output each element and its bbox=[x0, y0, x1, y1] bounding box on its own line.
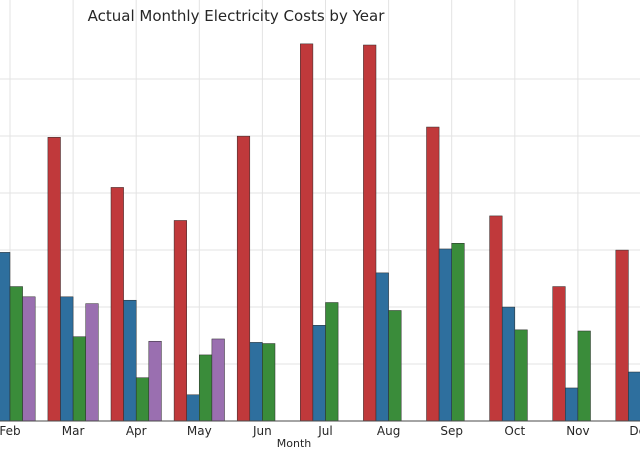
bar-may-s4 bbox=[211, 338, 225, 422]
x-tick-jun: Jun bbox=[252, 424, 272, 438]
bar-may-s3 bbox=[199, 354, 213, 422]
bar-nov-s2 bbox=[565, 387, 579, 422]
bar-may-s1 bbox=[173, 220, 187, 422]
bar-mar-s1 bbox=[47, 137, 61, 422]
bar-apr-s4 bbox=[148, 340, 162, 422]
bar-aug-s3 bbox=[388, 310, 402, 422]
x-tick-may: May bbox=[187, 424, 212, 438]
x-tick-sep: Sep bbox=[440, 424, 463, 438]
bar-oct-s1 bbox=[489, 215, 503, 422]
bar-apr-s2 bbox=[123, 299, 137, 422]
x-tick-nov: Nov bbox=[566, 424, 589, 438]
bar-mar-s2 bbox=[60, 296, 74, 422]
bar-nov-s1 bbox=[552, 286, 566, 422]
bar-oct-s3 bbox=[514, 329, 528, 422]
bar-apr-s1 bbox=[110, 187, 124, 422]
bar-mar-s4 bbox=[85, 303, 99, 422]
bar-jun-s1 bbox=[236, 135, 251, 422]
x-tick-apr: Apr bbox=[126, 424, 147, 438]
bar-jul-s3 bbox=[325, 302, 339, 422]
bars bbox=[0, 43, 640, 422]
bar-feb-s3 bbox=[9, 286, 23, 422]
bar-dec-s2 bbox=[628, 371, 640, 422]
x-tick-dec: Dec bbox=[629, 424, 640, 438]
bar-may-s2 bbox=[186, 394, 200, 422]
chart-title: Actual Monthly Electricity Costs by Year bbox=[88, 7, 386, 25]
x-tick-labels: Feb Mar Apr May Jun Jul Aug Sep Oct Nov Dec bbox=[0, 424, 640, 438]
bar-aug-s1 bbox=[363, 44, 377, 422]
bar-mar-s3 bbox=[72, 336, 86, 422]
bar-oct-s2 bbox=[501, 306, 516, 422]
bar-dec-s1 bbox=[615, 249, 629, 422]
bar-jun-s2 bbox=[249, 342, 263, 422]
bar-aug-s2 bbox=[375, 272, 389, 422]
bar-nov-s3 bbox=[577, 330, 591, 422]
bar-feb-s2 bbox=[0, 252, 11, 422]
bar-sep-s3 bbox=[451, 243, 465, 422]
bar-feb-s4 bbox=[22, 296, 36, 422]
x-tick-oct: Oct bbox=[504, 424, 525, 438]
x-tick-feb: Feb bbox=[0, 424, 21, 438]
x-tick-jul: Jul bbox=[317, 424, 332, 438]
x-axis-label: Month bbox=[277, 437, 312, 450]
bar-apr-s3 bbox=[135, 377, 150, 422]
bar-sep-s2 bbox=[438, 248, 452, 422]
bar-jul-s1 bbox=[300, 43, 314, 422]
bar-jun-s3 bbox=[262, 343, 276, 422]
bar-jul-s2 bbox=[312, 325, 326, 422]
x-tick-mar: Mar bbox=[62, 424, 85, 438]
bar-sep-s1 bbox=[426, 126, 440, 422]
x-tick-aug: Aug bbox=[377, 424, 400, 438]
